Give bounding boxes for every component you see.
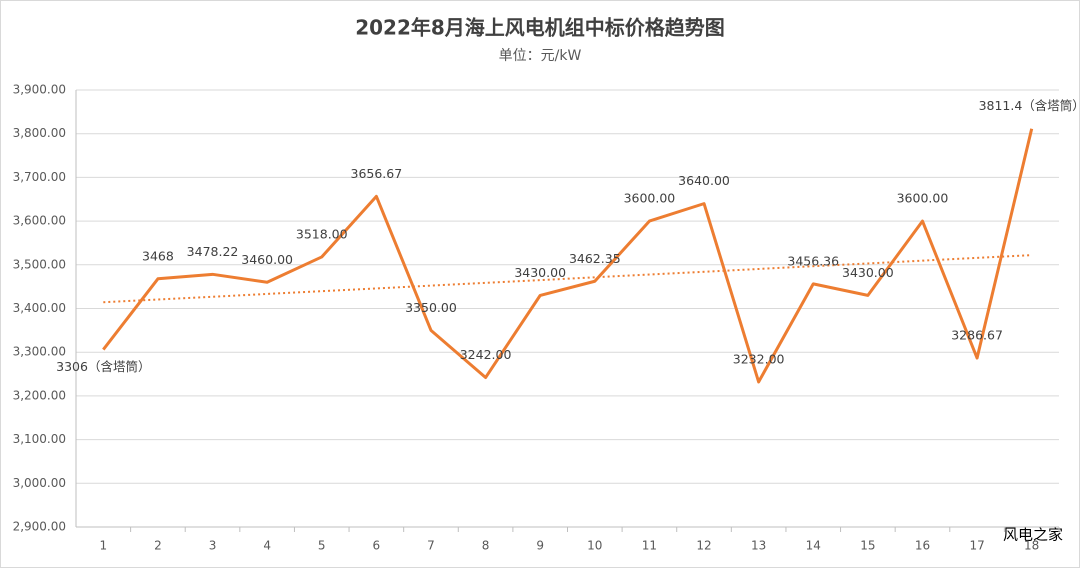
data-label: 3242.00 bbox=[460, 347, 512, 362]
data-label: 3656.67 bbox=[351, 166, 403, 181]
x-tick-label: 6 bbox=[373, 539, 381, 553]
data-label: 3286.67 bbox=[951, 328, 1003, 343]
y-tick-label: 3,600.00 bbox=[13, 214, 66, 228]
chart-subtitle: 单位：元/kW bbox=[499, 48, 582, 64]
chart-title: 2022年8月海上风电机组中标价格趋势图 bbox=[355, 16, 725, 40]
x-tick-label: 12 bbox=[696, 539, 711, 553]
y-tick-label: 3,200.00 bbox=[13, 388, 66, 402]
x-tick-label: 13 bbox=[751, 539, 766, 553]
y-tick-label: 3,700.00 bbox=[13, 170, 66, 184]
y-tick-label: 3,300.00 bbox=[13, 345, 66, 359]
data-label: 3430.00 bbox=[842, 265, 894, 280]
x-tick-label: 15 bbox=[860, 539, 875, 553]
footer: 风电之家 bbox=[1003, 526, 1063, 544]
x-tick-label: 2 bbox=[154, 539, 162, 553]
x-tick-label: 14 bbox=[806, 539, 821, 553]
x-tick-label: 10 bbox=[587, 539, 602, 553]
y-tick-label: 2,900.00 bbox=[13, 520, 66, 534]
y-tick-label: 3,900.00 bbox=[13, 83, 66, 97]
data-label: 3468 bbox=[142, 248, 174, 263]
x-tick-label: 4 bbox=[263, 539, 271, 553]
data-label: 3811.4（含塔筒） bbox=[979, 98, 1080, 113]
data-label: 3600.00 bbox=[624, 191, 676, 206]
data-label: 3518.00 bbox=[296, 226, 348, 241]
x-tick-label: 8 bbox=[482, 539, 490, 553]
data-label: 3430.00 bbox=[514, 265, 566, 280]
data-label: 3232.00 bbox=[733, 351, 785, 366]
y-tick-label: 3,800.00 bbox=[13, 126, 66, 140]
x-tick-label: 18 bbox=[1024, 539, 1039, 553]
x-tick-label: 17 bbox=[969, 539, 984, 553]
data-label: 3462.35 bbox=[569, 251, 621, 266]
y-tick-label: 3,400.00 bbox=[13, 301, 66, 315]
line-series bbox=[102, 128, 1034, 384]
x-tick-label: 11 bbox=[642, 539, 657, 553]
x-tick-label: 3 bbox=[209, 539, 217, 553]
data-label: 3600.00 bbox=[897, 191, 949, 206]
data-label: 3456.36 bbox=[787, 253, 839, 268]
y-tick-label: 3,500.00 bbox=[13, 257, 66, 271]
data-label: 3478.22 bbox=[187, 244, 239, 259]
x-tick-label: 16 bbox=[915, 539, 930, 553]
x-tick-label: 7 bbox=[427, 539, 435, 553]
data-label: 3640.00 bbox=[678, 173, 730, 188]
x-tick-label: 9 bbox=[536, 539, 544, 553]
x-tick-label: 5 bbox=[318, 539, 326, 553]
y-tick-label: 3,100.00 bbox=[13, 432, 66, 446]
data-label: 3460.00 bbox=[241, 252, 293, 267]
data-label: 3306（含塔筒） bbox=[56, 359, 150, 374]
y-tick-label: 3,000.00 bbox=[13, 476, 66, 490]
data-label: 3350.00 bbox=[405, 300, 457, 315]
x-tick-label: 1 bbox=[99, 539, 107, 553]
